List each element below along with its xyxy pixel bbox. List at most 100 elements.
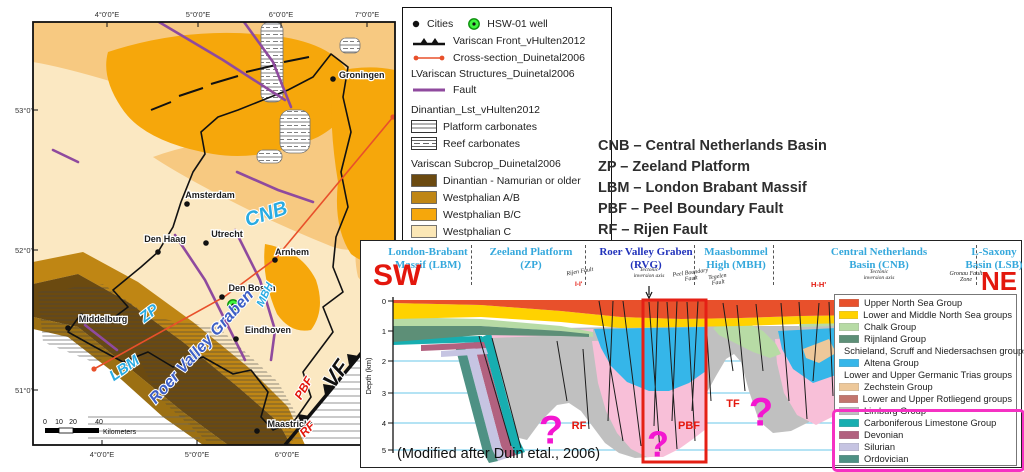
lon-label: 6°0'0"E xyxy=(275,450,300,459)
legend-cities-label: Cities xyxy=(427,17,454,30)
legend-subcrop-label: Dinantian - Namurian or older xyxy=(443,174,581,187)
section-faults xyxy=(478,300,834,452)
tiny-marker-h: H-H' xyxy=(811,280,827,289)
depth-tick: 0 xyxy=(382,297,386,306)
direction-ne: NE xyxy=(981,266,1018,296)
subcrop-swatch-dinantian xyxy=(411,174,437,187)
section-label-rf: RF xyxy=(572,420,587,432)
abbrev-pbf: PBF – Peel Boundary Fault xyxy=(598,201,784,217)
tiny-label-tectonic-axis-rvg: Tectonic inversion axis xyxy=(633,267,665,279)
legend-subcrop-header: Variscan Subcrop_Duinetal2006 xyxy=(411,157,561,170)
legend-reef-label: Reef carbonates xyxy=(443,137,521,150)
zone-header-rvg: Roer Valley Graben (RVG) xyxy=(594,246,698,271)
cross-section-panel: 0 1 2 3 4 5 Depth (km) RF PBF TF ? ? ? (… xyxy=(360,240,1024,472)
zone-lbm-line2: Massif (LBM) xyxy=(394,258,462,271)
subcrop-swatch-westphalian-bc xyxy=(411,208,437,221)
cities: Groningen Amsterdam Den Haag Utrecht Arn… xyxy=(65,69,386,434)
city-dot-icon xyxy=(411,19,421,29)
variscan-front-icon xyxy=(411,35,447,47)
abbrev-cnb: CNB – Central Netherlands Basin xyxy=(598,138,827,154)
city-label-middelburg: Middelburg xyxy=(79,314,128,324)
fault-lines xyxy=(51,22,315,362)
fault-line-icon xyxy=(411,86,447,94)
legend-platform-label: Platform carbonates xyxy=(443,120,537,133)
city-label-denbosch: Den Bosch xyxy=(228,283,275,293)
legend-item: Ordovician xyxy=(839,453,1012,465)
direction-sw: SW xyxy=(373,259,422,292)
zone-zp-line2: (ZP) xyxy=(520,258,542,271)
legend-item-label: Carboniferous Limestone Group xyxy=(864,418,997,428)
map-frame xyxy=(32,21,396,446)
lon-label: 4°0'0"E xyxy=(95,10,120,19)
city-label-amsterdam: Amsterdam xyxy=(185,190,235,200)
legend-item: Lower and Upper Germanic Trias groups xyxy=(839,369,1012,381)
legend-dinantian-header: Dinantian_Lst_vHulten2012 xyxy=(411,103,541,116)
lat-label: 52°0'0"N xyxy=(15,246,44,255)
map-axis-labels: 4°0'0"E 5°0'0"E 6°0'0"E 7°0'0"E 4°0'0"E … xyxy=(15,10,379,459)
zone-separator xyxy=(773,245,774,285)
question-mark-2: ? xyxy=(647,424,669,465)
legend-item: Devonian xyxy=(839,429,1012,441)
lon-label: 7°0'0"E xyxy=(355,10,380,19)
legend-subcrop-label: Westphalian A/B xyxy=(443,191,520,204)
scale-unit: Kilometers xyxy=(103,429,137,436)
abbrev-rf: RF – Rijen Fault xyxy=(598,222,708,238)
legend-item: Zechstein Group xyxy=(839,381,1012,393)
legend-item-label: Schieland, Scruff and Niedersachsen grou… xyxy=(844,346,1024,356)
inversion-axis-arrow xyxy=(645,286,653,300)
legend-well-label: HSW-01 well xyxy=(487,17,548,30)
reef-carbonates-patches xyxy=(256,22,361,164)
section-label-pbf: PBF xyxy=(678,420,700,432)
legend-item-label: Zechstein Group xyxy=(864,382,933,392)
depth-axis: 0 1 2 3 4 5 Depth (km) xyxy=(364,297,394,455)
zone-rvg-line1: Roer Valley Graben xyxy=(599,246,693,258)
depth-tick: 1 xyxy=(382,327,386,336)
reef-carbonates-swatch xyxy=(411,137,437,150)
zone-mbh-line1: Maasbommel xyxy=(704,246,768,258)
legend-item-label: Limburg Group xyxy=(864,406,927,416)
lat-label: 51°0'0"N xyxy=(15,386,44,395)
legend-subcrop-label: Westphalian C xyxy=(443,225,512,238)
citation-text: (Modified after Duin etal., 2006) xyxy=(397,446,600,462)
legend-item-label: Lower and Upper Germanic Trias groups xyxy=(844,370,1012,380)
zone-cnb-line1: Central Netherlands xyxy=(830,246,928,258)
legend-item-label: Silurian xyxy=(864,442,896,452)
lon-label: 4°0'0"E xyxy=(90,450,115,459)
netherlands-border xyxy=(67,53,352,431)
lon-label: 6°0'0"E xyxy=(269,10,294,19)
legend-item: Limburg Group xyxy=(839,405,1012,417)
legend-item-label: Chalk Group xyxy=(864,322,917,332)
legend-item: Upper North Sea Group xyxy=(839,297,1012,309)
abbrev-zp: ZP – Zeeland Platform xyxy=(598,159,751,175)
depth-tick: 5 xyxy=(382,446,386,455)
legend-subcrop-label: Westphalian B/C xyxy=(443,208,522,221)
zone-rvg-line2: (RVG) xyxy=(630,258,662,271)
zone-separator xyxy=(471,245,472,285)
subcrop-swatch-westphalian-ab xyxy=(411,191,437,204)
zone-header-cnb: Central Netherlands Basin (CNB) xyxy=(819,246,939,271)
scale-bar: 0 10 20 40 Kilometers xyxy=(43,419,137,436)
map-frame-ticks xyxy=(33,22,368,445)
city-label-utrecht: Utrecht xyxy=(211,229,243,239)
lat-label: 53°0'0"N xyxy=(15,106,44,115)
section-label-tf: TF xyxy=(726,398,740,410)
city-label-eindhoven: Eindhoven xyxy=(245,325,291,335)
zone-lsb-line1: L-Saxony xyxy=(971,246,1017,258)
legend-item: Lower and Upper Rotliegend groups xyxy=(839,393,1012,405)
tiny-marker-i: I-I' xyxy=(575,281,583,288)
legend-fault-label: Fault xyxy=(453,83,477,96)
legend-item: Altena Group xyxy=(839,357,1012,369)
stratigraphy-legend: Upper North Sea Group Lower and Middle N… xyxy=(834,294,1024,466)
well-marker-icon xyxy=(467,17,481,31)
depth-tick: 2 xyxy=(382,357,386,366)
zone-mbh-line2: High (MBH) xyxy=(706,258,766,271)
depth-axis-label: Depth (km) xyxy=(364,357,373,395)
legend-item-label: Devonian xyxy=(864,430,904,440)
zone-header-mbh: Maasbommel High (MBH) xyxy=(688,246,784,271)
depth-tick: 3 xyxy=(382,389,386,398)
lon-label: 5°0'0"E xyxy=(186,10,211,19)
platform-carbonates-swatch xyxy=(411,120,437,133)
city-label-denhaag: Den Haag xyxy=(144,234,186,244)
legend-item-label: Upper North Sea Group xyxy=(864,298,963,308)
